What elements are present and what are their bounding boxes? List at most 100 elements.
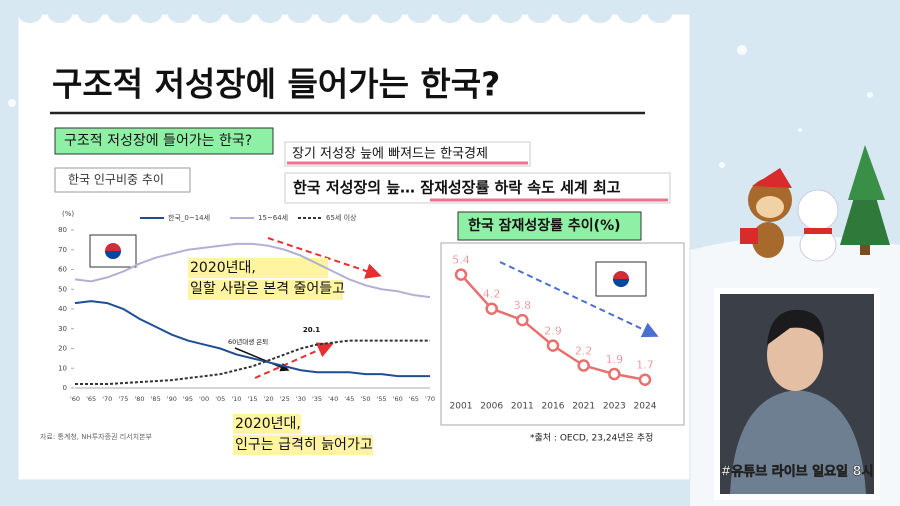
tag-box <box>54 127 274 155</box>
x-tick-label: '85 <box>151 395 161 403</box>
scalloped-edge <box>18 5 672 23</box>
scallop <box>618 5 642 23</box>
callout-highlight <box>188 258 328 278</box>
snowflakes <box>8 45 873 168</box>
chart-title: 한국 잠재성장률 추이(%) <box>468 217 621 234</box>
x-tick-label: '40 <box>328 395 338 403</box>
x-tick-label: '30 <box>296 395 306 403</box>
x-tick-label: '10 <box>231 395 241 403</box>
callout-highlight <box>188 280 343 300</box>
chart-title: 한국 인구비중 추이 <box>68 173 164 187</box>
scallop <box>438 5 462 23</box>
stream-caption: #유튜브 라이브 일요일 8시 <box>720 464 873 480</box>
y-tick-label: 50 <box>58 285 67 293</box>
x-tick-label: 2023 <box>603 402 626 412</box>
flag <box>595 261 647 297</box>
y-tick-label: 70 <box>58 246 67 254</box>
source: 자료: 통계청, NH투자증권 리서치본부 <box>40 432 152 441</box>
value-label: 2.2 <box>575 345 593 358</box>
callout-highlight <box>233 414 301 434</box>
x-tick-label: '75 <box>118 395 128 403</box>
chart-title-box <box>54 167 191 193</box>
headline: 한국 저성장의 늪… 잠재성장률 하락 속도 세계 최고 <box>293 179 621 197</box>
x-tick-label: '25 <box>280 395 290 403</box>
data-line <box>75 339 430 386</box>
x-tick-label: '50 <box>360 395 370 403</box>
scallop <box>528 5 552 23</box>
scallop <box>108 5 132 23</box>
x-tick-label: '60 <box>393 395 403 403</box>
headline: 장기 저성장 늪에 빠져드는 한국경제 <box>292 147 488 162</box>
x-tick-label: 2024 <box>634 402 657 412</box>
value-label: 3.8 <box>514 299 532 312</box>
x-tick-label: 2011 <box>511 402 534 412</box>
x-tick-label: '65 <box>409 395 419 403</box>
x-tick-label: '70 <box>425 395 435 403</box>
x-tick-label: '90 <box>167 395 177 403</box>
scallop <box>198 5 222 23</box>
legend-label: 65세 이상 <box>326 213 357 222</box>
source: *출처 : OECD, 23,24년은 추정 <box>530 432 653 444</box>
scallop <box>588 5 612 23</box>
x-tick-label: '80 <box>135 395 145 403</box>
x-tick-label: '65 <box>86 395 96 403</box>
callout-highlight <box>233 435 373 455</box>
x-tick-label: '00 <box>199 395 209 403</box>
scallop <box>228 5 252 23</box>
value-label: 2.9 <box>544 325 562 338</box>
legend-label: 15~64세 <box>258 213 288 222</box>
data-point <box>454 268 468 281</box>
x-tick-label: '95 <box>183 395 193 403</box>
data-point <box>577 359 590 372</box>
x-tick-label: '45 <box>344 395 354 403</box>
scallop <box>18 5 42 23</box>
sheep <box>797 189 839 262</box>
scallop <box>288 5 312 23</box>
trend-arrow <box>499 261 659 338</box>
x-tick-label: 2016 <box>542 402 565 412</box>
flag <box>89 234 137 268</box>
data-point <box>638 373 652 386</box>
y-tick-label: 80 <box>58 226 67 234</box>
x-tick-label: '60 <box>70 395 80 403</box>
callout: 일할 사람은 본격 줄어들고 <box>190 281 345 297</box>
x-tick-label: '15 <box>247 395 257 403</box>
x-tick-label: '20 <box>264 395 274 403</box>
x-tick-label: 2001 <box>450 402 473 412</box>
x-tick-label: 2006 <box>480 402 503 412</box>
scallop <box>558 5 582 23</box>
callout: 인구는 급격히 늙어가고 <box>235 437 373 453</box>
scallop <box>78 5 102 23</box>
presenter <box>730 309 866 494</box>
y-tick-label: 30 <box>58 325 67 333</box>
trend-arrow <box>254 342 334 379</box>
value-label: 1.7 <box>636 359 654 372</box>
annotation: 60년대생 은퇴 <box>228 337 268 346</box>
value-label: 5.4 <box>452 254 470 267</box>
legend-label: 한국_0~14세 <box>168 213 210 222</box>
scallop <box>468 5 492 23</box>
scallop <box>348 5 372 23</box>
scallop <box>168 5 192 23</box>
slide-title: 구조적 저성장에 들어가는 한국? <box>52 65 500 104</box>
headline-box <box>284 172 671 204</box>
monkey <box>740 168 792 258</box>
x-tick-label: '35 <box>312 395 322 403</box>
data-point <box>546 339 560 352</box>
chart-title-box <box>457 211 642 241</box>
scallop <box>408 5 432 23</box>
x-tick-label: '55 <box>377 395 387 403</box>
value-label: 4.2 <box>483 288 501 301</box>
y-tick-label: 10 <box>58 364 67 372</box>
data-line <box>74 242 431 299</box>
data-point <box>485 302 498 315</box>
scallop <box>48 5 72 23</box>
data-point <box>516 313 529 327</box>
x-tick-label: '05 <box>215 395 225 403</box>
annotation-arrow <box>234 347 290 372</box>
y-axis-label: (%) <box>62 210 74 218</box>
y-tick-label: 0 <box>63 384 67 392</box>
scallop <box>648 5 672 23</box>
data-line <box>74 300 430 378</box>
